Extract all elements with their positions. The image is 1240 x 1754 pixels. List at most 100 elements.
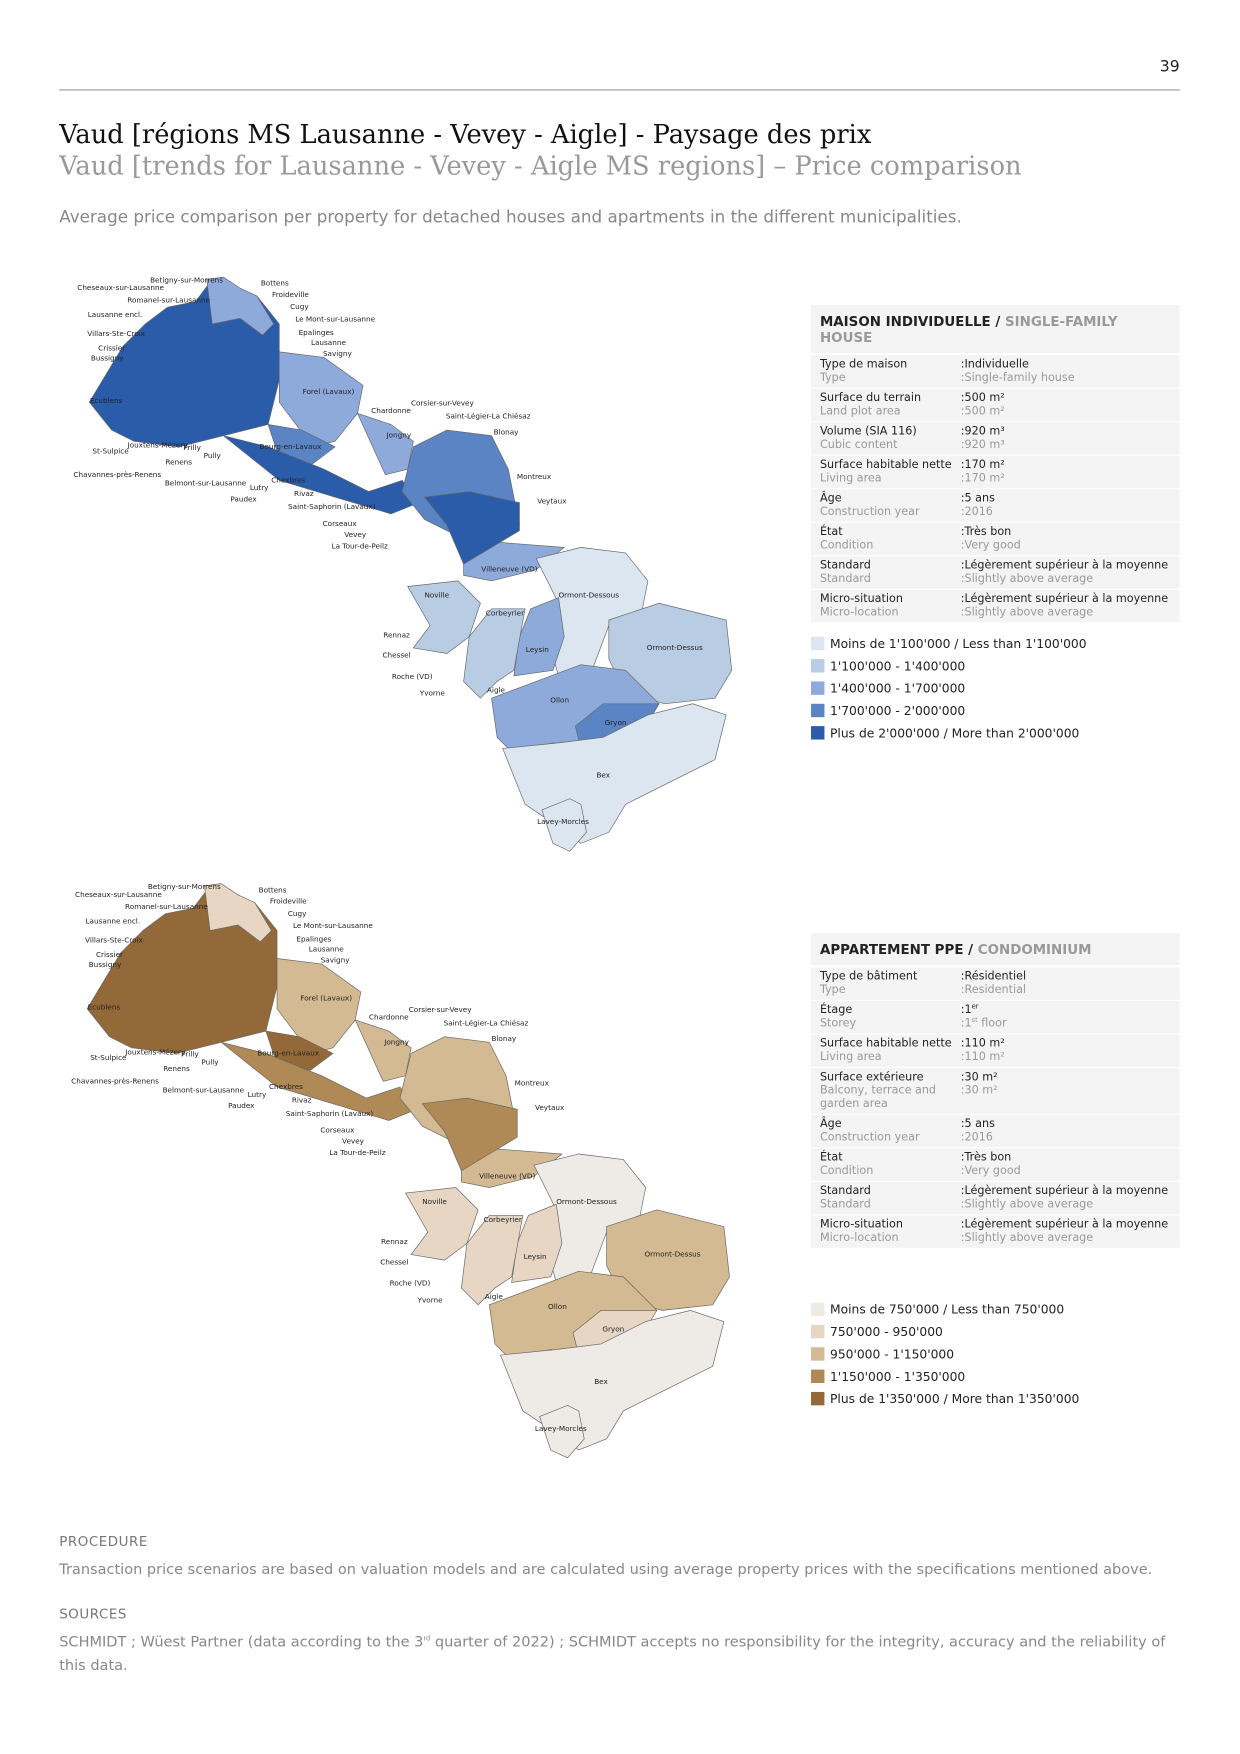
spec-value: :500 m²:500 m² xyxy=(961,392,1171,419)
legend-item: 1'700'000 - 2'000'000 xyxy=(811,699,1087,721)
value-text: :Légèrement supérieur à la moyenne xyxy=(960,559,1169,572)
spec-row: Surface extérieure Balcony, terrace and g… xyxy=(811,1068,1180,1115)
municipality-label: Rivaz xyxy=(294,489,314,498)
value-text: :1 xyxy=(960,1017,972,1030)
municipality-label: Bottens xyxy=(261,279,289,288)
label-fr: Surface habitable nette xyxy=(819,459,952,472)
legend-item: Moins de 750'000 / Less than 750'000 xyxy=(811,1298,1079,1320)
spec-row: Type de bâtiment Type:Résidentiel:Residen… xyxy=(811,967,1180,1001)
municipality-label: Lausanne xyxy=(311,338,346,347)
value-fr: :Légèrement supérieur à la moyenne xyxy=(961,560,1171,573)
spec-label: Âge Construction year xyxy=(820,493,961,520)
value-text: :Very good xyxy=(960,539,1021,552)
value-text: :920 m³ xyxy=(960,439,1005,452)
legend-label: 1'150'000 - 1'350'000 xyxy=(830,1369,966,1384)
municipality-label: Roche (VD) xyxy=(392,672,433,681)
spec-label: Standard Standard xyxy=(820,1185,961,1212)
municipality-label: Prilly xyxy=(183,443,201,452)
value-text: :2016 xyxy=(960,506,993,519)
legend-swatch xyxy=(811,726,825,740)
label-fr: Âge xyxy=(819,492,842,505)
value-en: :Single-family house xyxy=(961,372,1171,385)
region xyxy=(356,412,414,476)
municipality-label: Noville xyxy=(424,590,449,599)
label-en: Construction year xyxy=(819,506,920,519)
municipality-label: Cugy xyxy=(288,909,307,918)
heading-en: CONDOMINIUM xyxy=(977,941,1092,958)
spec-value: :Légèrement supérieur à la moyenne:Sligh… xyxy=(961,1185,1171,1212)
municipality-label: Chavannes-près-Renens xyxy=(71,1076,159,1085)
municipality-label: Rennaz xyxy=(381,1237,408,1246)
spec-value: :Individuelle:Single-family house xyxy=(961,359,1171,386)
value-en: :Very good xyxy=(961,1165,1171,1178)
municipality-label: Epalinges xyxy=(299,328,334,337)
legend-item: 950'000 - 1'150'000 xyxy=(811,1343,1079,1365)
municipality-label: Jouxtens-Mézery xyxy=(124,1047,186,1056)
legend-item: 750'000 - 950'000 xyxy=(811,1320,1079,1342)
value-text: :Légèrement supérieur à la moyenne xyxy=(960,1185,1169,1198)
spec-label: Volume (SIA 116) Cubic content xyxy=(820,426,961,453)
value-fr: :Résidentiel xyxy=(961,971,1171,984)
municipality-label: Chardonne xyxy=(369,1013,409,1022)
value-en: :Slightly above average xyxy=(961,573,1171,586)
municipality-label: Belmont-sur-Lausanne xyxy=(165,479,247,488)
label-en: Micro-location xyxy=(819,606,899,619)
municipality-label: Aigle xyxy=(487,685,506,694)
spec-label: Surface habitable nette Living area xyxy=(820,459,961,486)
legend-label: Plus de 2'000'000 / More than 2'000'000 xyxy=(830,725,1080,741)
value-en: :30 m² xyxy=(961,1085,1171,1098)
value-text: :Très bon xyxy=(960,526,1012,539)
value-fr: :Légèrement supérieur à la moyenne xyxy=(961,593,1171,606)
spec-row: Âge Construction year:5 ans:2016 xyxy=(811,489,1180,523)
legend-label: 1'100'000 - 1'400'000 xyxy=(830,658,966,674)
value-sup: er xyxy=(971,1002,979,1011)
municipality-label: Renens xyxy=(163,1064,190,1073)
label-fr: Âge xyxy=(819,1118,842,1131)
region xyxy=(421,1097,518,1172)
value-text: :170 m² xyxy=(960,459,1005,472)
spec-label: Type de bâtiment Type xyxy=(820,971,961,998)
spec-value: :1er:1st floor xyxy=(960,1002,1171,1031)
value-text: :920 m³ xyxy=(960,425,1005,438)
procedure-text: Transaction price scenarios are based on… xyxy=(59,1561,1153,1579)
legend-swatch xyxy=(811,681,825,695)
label-fr: Surface habitable nette xyxy=(819,1037,952,1051)
municipality-label: Prilly xyxy=(181,1050,199,1059)
municipality-label: Ecublens xyxy=(88,1003,121,1012)
label-en: Type xyxy=(819,372,846,385)
region xyxy=(541,798,587,852)
value-text: :110 m² xyxy=(960,1051,1005,1064)
spec-value: :Légèrement supérieur à la moyenne:Sligh… xyxy=(961,560,1171,587)
municipality-label: Paudex xyxy=(230,494,257,503)
municipality-label: Crissier xyxy=(96,950,123,959)
legend-swatch xyxy=(811,659,825,673)
panel-heading: MAISON INDIVIDUELLE / SINGLE-FAMILY HOUS… xyxy=(811,305,1180,356)
spec-label: Surface du terrain Land plot area xyxy=(820,392,961,419)
legend-swatch xyxy=(811,1302,825,1316)
municipality-label: Corseaux xyxy=(323,519,358,528)
value-fr: :5 ans xyxy=(961,493,1171,506)
title: Vaud [régions MS Lausanne - Vevey - Aigl… xyxy=(59,120,872,150)
value-fr: :Légèrement supérieur à la moyenne xyxy=(961,1185,1171,1198)
municipality-label: Roche (VD) xyxy=(390,1279,431,1288)
label-en: Living area xyxy=(819,472,882,485)
municipality-label: Romanel-sur-Lausanne xyxy=(127,296,210,305)
municipality-label: Gryon xyxy=(605,718,627,727)
municipality-label: Saint-Légier-La Chiésaz xyxy=(444,1018,529,1027)
spec-row: Standard Standard:Légèrement supérieur à … xyxy=(811,556,1180,590)
legend-label: Moins de 750'000 / Less than 750'000 xyxy=(830,1302,1065,1317)
spec-panel: MAISON INDIVIDUELLE / SINGLE-FAMILY HOUS… xyxy=(811,304,1180,624)
municipality-label: Chessel xyxy=(380,1257,408,1266)
spec-label: Micro-situation Micro-location xyxy=(820,593,961,620)
municipality-label: Cugy xyxy=(290,302,309,311)
label-en: Construction year xyxy=(819,1131,920,1144)
municipality-label: Montreux xyxy=(515,1079,550,1088)
municipality-label: Noville xyxy=(422,1197,447,1206)
municipality-label: Villeneuve (VD) xyxy=(481,565,537,574)
value-fr: :Très bon xyxy=(961,1152,1171,1165)
heading-fr: MAISON INDIVIDUELLE / xyxy=(819,313,1001,330)
spec-row: Âge Construction year:5 ans:2016 xyxy=(811,1115,1180,1149)
municipality-label: Bex xyxy=(594,1377,608,1386)
